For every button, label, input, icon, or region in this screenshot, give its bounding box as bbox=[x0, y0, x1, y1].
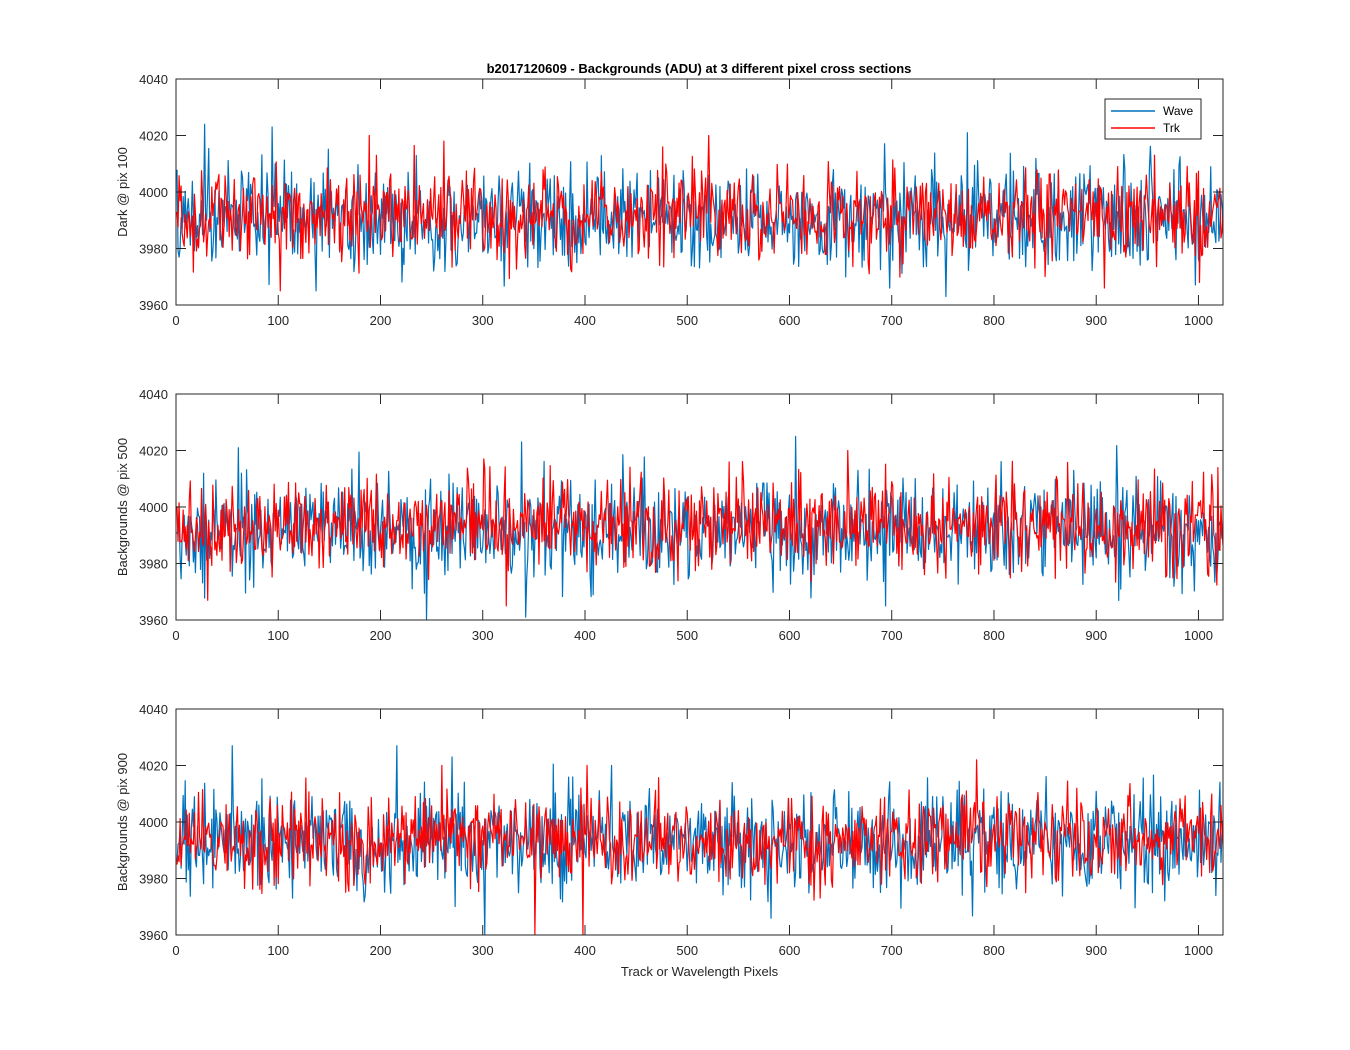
x-tick-label: 200 bbox=[370, 628, 392, 643]
x-tick-label: 200 bbox=[370, 943, 392, 958]
x-tick-label: 700 bbox=[881, 313, 903, 328]
x-tick-label: 400 bbox=[574, 943, 596, 958]
legend-box bbox=[1104, 98, 1202, 140]
x-tick-label: 1000 bbox=[1184, 628, 1213, 643]
y-tick-label: 4040 bbox=[139, 72, 168, 87]
figure-title: b2017120609 - Backgrounds (ADU) at 3 dif… bbox=[487, 61, 912, 76]
y-tick-label: 3960 bbox=[139, 298, 168, 313]
x-tick-label: 600 bbox=[779, 628, 801, 643]
x-tick-label: 300 bbox=[472, 313, 494, 328]
x-tick-label: 700 bbox=[881, 943, 903, 958]
x-tick-label: 100 bbox=[267, 943, 289, 958]
x-tick-label: 300 bbox=[472, 943, 494, 958]
x-tick-label: 400 bbox=[574, 628, 596, 643]
x-tick-label: 500 bbox=[676, 943, 698, 958]
legend-label-wave: Wave bbox=[1163, 104, 1194, 118]
subplot-1: 0 100 200 300 400 500 600 700 800 900 1000 3960 3980… bbox=[115, 72, 1224, 328]
y-tick-label: 3960 bbox=[139, 613, 168, 628]
y-tick-label: 4040 bbox=[139, 702, 168, 717]
y-axis-label: Backgrounds @ pix 900 bbox=[115, 753, 130, 891]
x-tick-label: 600 bbox=[779, 943, 801, 958]
subplots: 0 100 200 300 400 500 600 700 800 900 100039603980… bbox=[115, 72, 1224, 979]
x-tick-label: 700 bbox=[881, 628, 903, 643]
y-tick-label: 4020 bbox=[139, 444, 168, 459]
subplot-2: 0 100 200 300 400 500 600 700 800 900 1000 3960 3980… bbox=[115, 387, 1224, 643]
subplot-3: 0 100 200 300 400 500 600 700 800 900 1000 3960 3980… bbox=[115, 702, 1224, 979]
y-tick-label: 4040 bbox=[139, 387, 168, 402]
x-tick-label: 1000 bbox=[1184, 313, 1213, 328]
y-axis-label: Dark @ pix 100 bbox=[115, 147, 130, 237]
y-tick-label: 3980 bbox=[139, 872, 168, 887]
series-line-trk bbox=[176, 759, 1223, 935]
x-tick-label: 500 bbox=[676, 628, 698, 643]
x-tick-label: 200 bbox=[370, 313, 392, 328]
x-tick-label: 0 bbox=[172, 628, 179, 643]
y-axis-label: Backgrounds @ pix 500 bbox=[115, 438, 130, 576]
x-tick-label: 300 bbox=[472, 628, 494, 643]
y-tick-label: 3980 bbox=[139, 557, 168, 572]
legend-label-trk: Trk bbox=[1163, 121, 1181, 135]
legend: Wave Trk bbox=[1104, 98, 1202, 140]
x-tick-label: 500 bbox=[676, 313, 698, 328]
y-tick-label: 4000 bbox=[139, 500, 168, 515]
x-tick-label: 900 bbox=[1085, 313, 1107, 328]
x-tick-label: 800 bbox=[983, 313, 1005, 328]
y-tick-label: 3980 bbox=[139, 242, 168, 257]
x-tick-label: 100 bbox=[267, 313, 289, 328]
x-tick-label: 900 bbox=[1085, 628, 1107, 643]
x-axis-label: Track or Wavelength Pixels bbox=[621, 964, 779, 979]
x-tick-label: 0 bbox=[172, 943, 179, 958]
y-tick-label: 4020 bbox=[139, 129, 168, 144]
x-tick-label: 400 bbox=[574, 313, 596, 328]
x-tick-label: 900 bbox=[1085, 943, 1107, 958]
x-tick-label: 800 bbox=[983, 943, 1005, 958]
x-tick-label: 600 bbox=[779, 313, 801, 328]
series-line-trk bbox=[176, 134, 1223, 292]
x-tick-label: 0 bbox=[172, 313, 179, 328]
y-tick-label: 3960 bbox=[139, 928, 168, 943]
y-tick-label: 4020 bbox=[139, 759, 168, 774]
x-tick-label: 800 bbox=[983, 628, 1005, 643]
y-tick-label: 4000 bbox=[139, 185, 168, 200]
x-tick-label: 100 bbox=[267, 628, 289, 643]
x-tick-label: 1000 bbox=[1184, 943, 1213, 958]
series-line-trk bbox=[176, 449, 1223, 607]
y-tick-label: 4000 bbox=[139, 815, 168, 830]
